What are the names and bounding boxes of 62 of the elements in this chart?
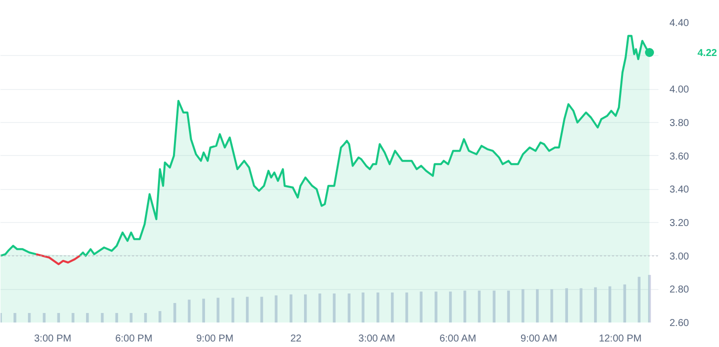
y-tick-label: 2.80: [670, 284, 690, 296]
bar: [390, 292, 394, 322]
bar: [158, 311, 162, 322]
bar: [202, 298, 205, 322]
bar: [608, 286, 612, 322]
bar: [348, 293, 350, 322]
x-tick-label: 12:00 PM: [598, 334, 642, 344]
x-tick-label: 3:00 PM: [34, 334, 72, 344]
bar: [28, 312, 31, 322]
bar: [232, 298, 234, 322]
bar: [144, 312, 147, 322]
y-tick-label: 2.60: [670, 318, 690, 329]
y-tick-label: 3.80: [670, 118, 690, 129]
bar: [274, 295, 278, 322]
bar: [86, 312, 89, 322]
x-tick-label: 6:00 PM: [115, 334, 152, 344]
bar: [260, 296, 264, 322]
bar: [130, 312, 132, 322]
bar: [100, 312, 104, 322]
bar: [57, 312, 60, 322]
x-tick-label: 9:00 PM: [196, 334, 234, 344]
bar: [362, 292, 364, 322]
bar: [42, 312, 46, 322]
bar: [434, 292, 438, 322]
bar: [376, 292, 380, 322]
bar: [246, 296, 249, 322]
bar: [478, 290, 481, 322]
bar: [550, 289, 554, 322]
bar: [463, 290, 466, 322]
bar: [318, 293, 322, 322]
bar: [522, 289, 524, 322]
bar: [420, 292, 423, 322]
y-tick-label: 3.60: [670, 151, 690, 162]
bar: [304, 294, 307, 322]
bar: [623, 284, 626, 322]
bar: [216, 298, 220, 322]
bar: [14, 312, 16, 322]
y-tick-label: 3.20: [670, 218, 690, 229]
bar: [332, 293, 336, 322]
bar: [173, 302, 176, 322]
bar: [188, 300, 191, 322]
bar: [405, 292, 408, 322]
y-tick-label: 3.00: [670, 251, 690, 262]
bar: [449, 292, 452, 322]
x-tick-label: 9:00 AM: [520, 334, 558, 344]
bar: [638, 276, 641, 322]
x-tick-label: 6:00 AM: [439, 334, 476, 344]
bar: [290, 294, 292, 322]
bar: [580, 288, 582, 322]
x-tick-label: 3:00 AM: [358, 334, 396, 344]
bar: [594, 287, 597, 322]
bar: [507, 290, 510, 322]
x-tick-label: 22: [290, 334, 302, 344]
bar: [72, 312, 74, 322]
y-tick-label: 4.00: [670, 84, 690, 96]
bar: [536, 289, 539, 322]
text: 4.22: [698, 48, 718, 59]
y-tick-label: 3.40: [670, 184, 690, 196]
bar: [115, 312, 118, 322]
bar: [565, 288, 568, 322]
y-tick-label: 4.40: [670, 18, 690, 29]
bar: [492, 290, 496, 322]
